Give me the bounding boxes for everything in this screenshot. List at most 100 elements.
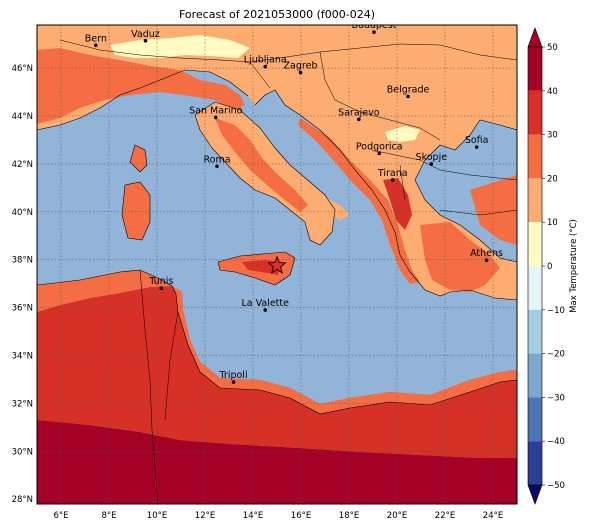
- city-label: Belgrade: [387, 84, 430, 95]
- colorbar-ticks: 50 40 30 20 10 0 −10 −20 −30 −40 −50: [542, 43, 565, 491]
- graticule: [37, 25, 517, 504]
- city-label: Zagreb: [284, 61, 318, 72]
- latitude-tick-label: 32°N: [12, 399, 33, 409]
- north-italy-alps-temp-20-30: [37, 48, 245, 124]
- colorbar-segment: [528, 353, 542, 398]
- colorbar-segment: [528, 397, 542, 442]
- city-dot: [298, 70, 303, 75]
- colorbar-tick-label: 10: [547, 218, 558, 228]
- coastlines: [37, 69, 517, 415]
- city-label: Sarajevo: [338, 107, 380, 118]
- longitude-tick-label: 10°E: [147, 511, 167, 521]
- city-dot: [372, 30, 376, 34]
- longitude-tick-label: 8°E: [101, 511, 116, 521]
- africa-temp-40-50: [37, 420, 517, 504]
- longitude-tick-label: 18°E: [339, 511, 359, 521]
- city-label: Athens: [470, 248, 503, 259]
- city-label: Tirana: [377, 168, 408, 179]
- colorbar-min-extend: [527, 484, 543, 505]
- colorbar-tick-label: 40: [547, 87, 558, 97]
- sardinia-temp-20-30: [122, 182, 150, 240]
- city-label: Podgorica: [356, 141, 403, 152]
- city-dot: [94, 43, 98, 48]
- city-label: Skopje: [416, 152, 448, 163]
- colorbar-segment: [528, 222, 542, 266]
- longitude-tick-label: 12°E: [195, 511, 215, 521]
- longitude-tick-label: 24°E: [483, 511, 503, 521]
- city-dot: [377, 151, 382, 156]
- colorbar-segment: [528, 309, 542, 354]
- balkan-temp-0-10: [385, 126, 420, 142]
- colorbar: 50 40 30 20 10 0 −10 −20 −30 −40 −50 Max Temperatu…: [527, 27, 579, 505]
- longitude-tick-label: 6°E: [53, 511, 68, 521]
- city-label: Vaduz: [131, 29, 160, 40]
- city-dot: [357, 117, 361, 122]
- colorbar-segment: [528, 266, 542, 310]
- map-frame: [36, 24, 518, 505]
- city-dot: [214, 115, 218, 120]
- city-label: Sofia: [465, 135, 489, 146]
- latitude-ticks: 46°N 44°N 42°N 40°N 38°N 36°N 34°N 32°N 30°N 28°N: [12, 64, 33, 505]
- balkan-coast-temp-20-30: [298, 118, 420, 284]
- longitude-tick-label: 22°E: [435, 511, 455, 521]
- colorbar-tick-label: −50: [547, 481, 565, 491]
- colorbar-tick-label: −40: [547, 437, 565, 447]
- colorbar-segments: [528, 47, 542, 485]
- city-dot: [474, 145, 479, 149]
- africa-temp-20-30: [37, 270, 172, 312]
- longitude-ticks: 6°E 8°E 10°E 12°E 14°E 16°E 18°E 20°E 22°E 24°E: [53, 511, 503, 521]
- city-dot: [263, 308, 268, 312]
- city-dot: [159, 286, 164, 291]
- latitude-tick-label: 46°N: [12, 64, 33, 74]
- albania-temp-30-40: [383, 178, 412, 230]
- colorbar-tick-label: 0: [547, 262, 552, 272]
- colorbar-tick-label: 50: [547, 43, 558, 53]
- city-dot: [390, 178, 395, 182]
- puglia-temp-10-20: [300, 190, 350, 220]
- latitude-tick-label: 40°N: [12, 208, 33, 218]
- colorbar-segment: [528, 441, 542, 485]
- colorbar-segment: [528, 178, 542, 223]
- latitude-tick-label: 28°N: [12, 495, 33, 505]
- colorbar-tick-label: 30: [547, 131, 558, 141]
- latitude-tick-label: 38°N: [12, 256, 33, 266]
- colorbar-segment: [528, 47, 542, 91]
- italy-interior-temp-20-30: [215, 118, 308, 212]
- corsica-temp-20-30: [130, 145, 147, 172]
- greece-temp-20-30: [420, 222, 500, 292]
- africa-temp-20-30-coast: [172, 286, 517, 414]
- city-label: Tripoli: [219, 370, 248, 381]
- latitude-tick-label: 42°N: [12, 160, 33, 170]
- latitude-tick-label: 34°N: [12, 352, 33, 362]
- colorbar-tick-label: −10: [547, 306, 565, 316]
- city-dot: [429, 162, 434, 166]
- colorbar-max-extend: [527, 27, 543, 48]
- longitude-tick-label: 16°E: [291, 511, 311, 521]
- city-dot: [263, 64, 268, 69]
- colorbar-tick-label: 20: [547, 174, 558, 184]
- colorbar-segment: [528, 134, 542, 179]
- longitude-tick-label: 14°E: [243, 511, 263, 521]
- city-dot: [406, 94, 410, 99]
- city-label: San Marino: [189, 105, 242, 116]
- city-dot: [143, 39, 148, 43]
- city-dot: [484, 258, 489, 262]
- city-label: Tunis: [148, 276, 173, 287]
- colorbar-tick-label: −20: [547, 350, 565, 360]
- city-label: La Valette: [241, 298, 289, 309]
- colorbar-label: Max Temperature (°C): [569, 219, 579, 313]
- country-borders: [59, 39, 517, 504]
- city-label: Roma: [203, 154, 230, 165]
- latitude-tick-label: 36°N: [12, 304, 33, 314]
- latitude-tick-label: 30°N: [12, 447, 33, 457]
- city-label: Bern: [85, 33, 107, 44]
- city-label: Ljubljana: [244, 55, 287, 66]
- colorbar-segment: [528, 90, 542, 135]
- latitude-tick-label: 44°N: [12, 112, 33, 122]
- colorbar-tick-label: −30: [547, 393, 565, 403]
- city-dot: [215, 164, 219, 169]
